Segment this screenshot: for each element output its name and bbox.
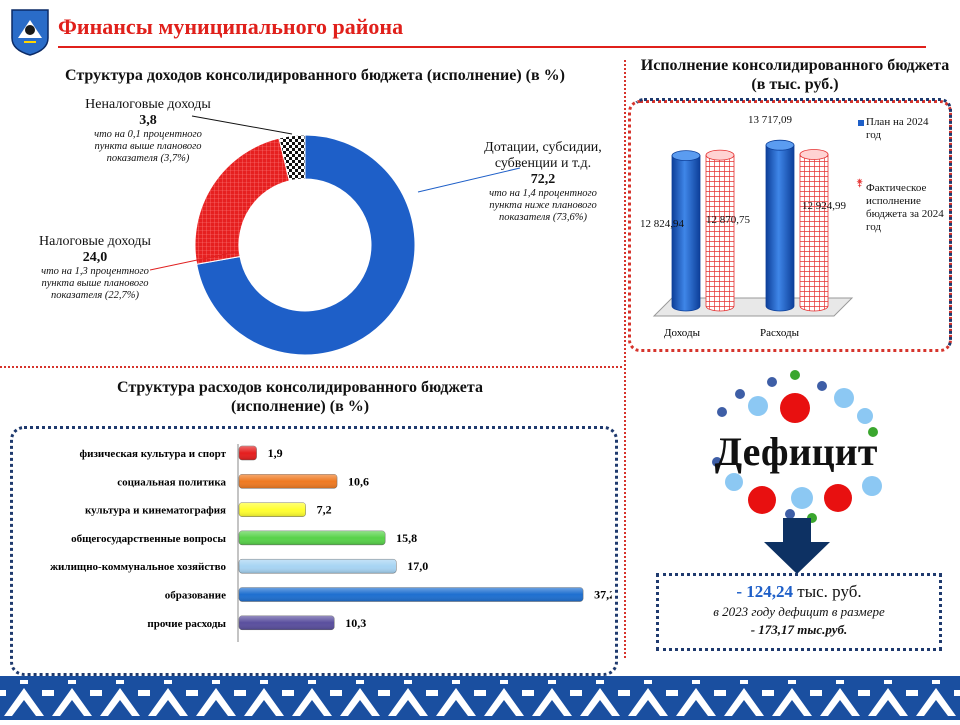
exec-bar-fact-0: [705, 154, 735, 312]
deficit-heading: Дефицит: [714, 429, 878, 474]
execution-bar-chart: Доходы Расходы ⚵: [652, 120, 864, 339]
expense-value-label: 10,6: [348, 474, 369, 488]
income-donut-chart: [194, 134, 416, 356]
donut-slice-nontax: [278, 134, 306, 182]
tax-value: 24,0: [82, 250, 108, 265]
deficit-amount: - 124,24: [736, 582, 794, 601]
nontax-note: что на 0,1 процентного пункта выше плано…: [94, 129, 202, 164]
vertical-divider: [624, 60, 626, 658]
deficit-prev-year-amount: - 173,17 тыс.руб.: [750, 622, 848, 637]
expense-value-label: 37,2: [594, 588, 612, 602]
legend-fact-label: Фактическое исполнение бюджета за 2024 г…: [866, 182, 944, 233]
plan-income-value: 12 824,94: [640, 218, 684, 230]
expense-category-label: физическая культура и спорт: [80, 448, 227, 460]
expense-category-label: жилищно-коммунальное хозяйство: [50, 561, 226, 573]
label-tax-income: Налоговые доходы 24,0 что на 1,3 процент…: [30, 234, 160, 302]
nontax-value: 3,8: [139, 113, 157, 128]
expense-bar-chart: физическая культура и спорт 1,9 социальная…: [50, 444, 612, 642]
fact-expense-value: 12 924,99: [802, 200, 846, 212]
legend-plan-label: План на 2024 год: [866, 116, 929, 141]
subsidies-value: 72,2: [530, 172, 556, 187]
expense-bar-shade: [239, 615, 335, 630]
ornament-pattern: [0, 676, 960, 720]
footer-ornament: [0, 676, 960, 720]
expense-bar-shade: [239, 474, 338, 489]
exec-bar-cap-fact-0: [705, 149, 735, 161]
expense-value-label: 10,3: [345, 616, 366, 630]
deficit-unit: тыс. руб.: [793, 582, 862, 601]
exec-cat-expense: Расходы: [760, 327, 800, 339]
expense-bar-shade: [239, 530, 386, 545]
tax-note: что на 1,3 процентного пункта выше плано…: [41, 266, 149, 301]
coat-of-arms-icon: [11, 9, 49, 56]
deficit-summary-box: - 124,24 тыс. руб. в 2023 году дефицит в…: [656, 573, 942, 651]
expense-value-label: 7,2: [317, 503, 332, 517]
income-structure-title: Структура доходов консолидированного бюд…: [65, 67, 565, 84]
horizontal-divider: [0, 366, 622, 368]
down-arrow-icon: [764, 518, 830, 574]
expense-bar-shade: [239, 587, 584, 602]
exec-bar-cap-plan-1: [765, 139, 795, 151]
donut-leader-lines: [149, 115, 521, 271]
exec-bar-cap-fact-1: [799, 149, 829, 160]
tax-name: Налоговые доходы: [39, 234, 151, 249]
fact-income-value: 12 870,75: [706, 214, 750, 226]
execution-frame-blue: [632, 98, 952, 352]
expense-bar-shade: [239, 446, 257, 460]
execution-title: Исполнение консолидированного бюджета (в…: [640, 57, 950, 93]
expense-value-label: 15,8: [396, 531, 417, 545]
expense-category-label: социальная политика: [117, 476, 226, 488]
deficit-amount-line: - 124,24 тыс. руб.: [659, 582, 939, 602]
expense-frame: [10, 426, 618, 676]
expense-category-label: общегосударственные вопросы: [71, 533, 226, 545]
expense-value-label: 17,0: [407, 559, 428, 573]
exec-bar-cap-plan-0: [671, 150, 701, 162]
exec-bar-fact-1: [799, 154, 829, 312]
exec-cat-income: Доходы: [664, 327, 701, 339]
nontax-name: Неналоговые доходы: [85, 97, 211, 112]
label-nontax-income: Неналоговые доходы 3,8 что на 0,1 процен…: [78, 97, 218, 165]
expense-bar-shade: [239, 502, 306, 517]
label-subsidies: Дотации, субсидии, субвенции и т.д. 72,2…: [478, 140, 608, 224]
legend-fact-swatch: ⚵: [856, 178, 863, 189]
expense-category-label: культура и кинематография: [85, 505, 226, 517]
expense-bar-shade: [239, 559, 397, 574]
legend-plan-swatch: [858, 120, 864, 126]
expense-category-label: образование: [165, 590, 226, 602]
expense-value-label: 1,9: [268, 446, 283, 460]
exec-bar-plan-1: [765, 144, 795, 312]
page-title: Финансы муниципального района: [58, 14, 404, 39]
subsidies-note: что на 1,4 процентного пункта ниже плано…: [489, 188, 597, 223]
expense-category-label: прочие расходы: [147, 618, 226, 630]
deficit-bubbles-decoration: [712, 370, 882, 523]
subsidies-name: Дотации, субсидии, субвенции и т.д.: [484, 140, 602, 171]
expense-structure-title: Структура расходов консолидированного бю…: [117, 379, 483, 415]
exec-bar-plan-0: [671, 155, 701, 312]
deficit-prev-year-line: в 2023 году дефицит в размере: [713, 604, 885, 619]
plan-expense-value: 13 717,09: [748, 114, 792, 126]
title-underline: [58, 46, 926, 48]
donut-slice-subsidies: [196, 134, 416, 356]
